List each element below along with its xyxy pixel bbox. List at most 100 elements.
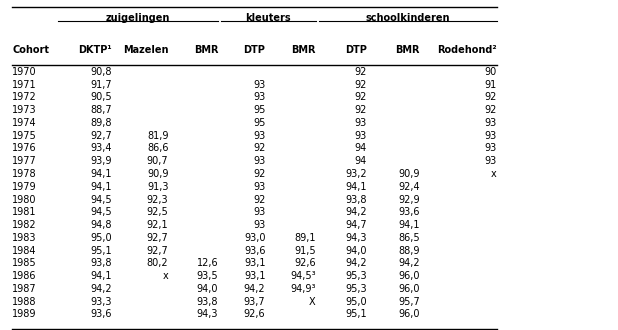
Text: 94,5³: 94,5³ [290, 271, 316, 281]
Text: 94,9³: 94,9³ [290, 284, 316, 294]
Text: 95,7: 95,7 [398, 297, 420, 307]
Text: 93,0: 93,0 [244, 233, 265, 243]
Text: X: X [309, 297, 316, 307]
Text: 93,9: 93,9 [91, 156, 112, 166]
Text: 93: 93 [485, 144, 497, 153]
Text: DTP: DTP [243, 45, 265, 55]
Text: 1973: 1973 [12, 105, 37, 115]
Text: 1972: 1972 [12, 92, 37, 102]
Text: 1984: 1984 [12, 246, 36, 256]
Text: 93,3: 93,3 [91, 297, 112, 307]
Text: 93: 93 [485, 156, 497, 166]
Text: Cohort: Cohort [12, 45, 49, 55]
Text: schoolkinderen: schoolkinderen [365, 13, 450, 23]
Text: 95: 95 [253, 105, 265, 115]
Text: 86,6: 86,6 [147, 144, 169, 153]
Text: 91,5: 91,5 [294, 246, 316, 256]
Text: 93: 93 [354, 118, 366, 128]
Text: 88,7: 88,7 [91, 105, 112, 115]
Text: 91,3: 91,3 [147, 182, 169, 192]
Text: 1988: 1988 [12, 297, 36, 307]
Text: 94,8: 94,8 [91, 220, 112, 230]
Text: 94,2: 94,2 [243, 284, 265, 294]
Text: 90,9: 90,9 [147, 169, 169, 179]
Text: 94,2: 94,2 [345, 258, 366, 268]
Text: 93,5: 93,5 [197, 271, 218, 281]
Text: 1981: 1981 [12, 207, 36, 217]
Text: 94,7: 94,7 [345, 220, 366, 230]
Text: 92: 92 [253, 169, 265, 179]
Text: 94,0: 94,0 [345, 246, 366, 256]
Text: 93: 93 [253, 156, 265, 166]
Text: 92: 92 [354, 92, 366, 102]
Text: 94,3: 94,3 [345, 233, 366, 243]
Text: 94: 94 [354, 156, 366, 166]
Text: x: x [163, 271, 169, 281]
Text: 92,7: 92,7 [146, 233, 169, 243]
Text: 96,0: 96,0 [399, 284, 420, 294]
Text: 93,6: 93,6 [399, 207, 420, 217]
Text: 94,1: 94,1 [399, 220, 420, 230]
Text: 91: 91 [485, 80, 497, 89]
Text: 95,1: 95,1 [91, 246, 112, 256]
Text: 90,9: 90,9 [399, 169, 420, 179]
Text: 1986: 1986 [12, 271, 36, 281]
Text: 95,3: 95,3 [345, 271, 366, 281]
Text: 93: 93 [253, 80, 265, 89]
Text: 89,1: 89,1 [294, 233, 316, 243]
Text: 93: 93 [485, 131, 497, 141]
Text: 92,7: 92,7 [146, 246, 169, 256]
Text: 92: 92 [253, 194, 265, 205]
Text: 92,4: 92,4 [398, 182, 420, 192]
Text: 92: 92 [253, 144, 265, 153]
Text: 1970: 1970 [12, 67, 37, 77]
Text: 95: 95 [253, 118, 265, 128]
Text: 92,6: 92,6 [243, 310, 265, 319]
Text: 95,3: 95,3 [345, 284, 366, 294]
Text: 1974: 1974 [12, 118, 37, 128]
Text: 93,4: 93,4 [91, 144, 112, 153]
Text: 1989: 1989 [12, 310, 36, 319]
Text: 93: 93 [253, 92, 265, 102]
Text: 95,1: 95,1 [345, 310, 366, 319]
Text: 92: 92 [485, 92, 497, 102]
Text: 93,6: 93,6 [244, 246, 265, 256]
Text: BMR: BMR [291, 45, 316, 55]
Text: DKTP¹: DKTP¹ [78, 45, 112, 55]
Text: 92: 92 [354, 80, 366, 89]
Text: 90,8: 90,8 [91, 67, 112, 77]
Text: 88,9: 88,9 [399, 246, 420, 256]
Text: 93: 93 [253, 220, 265, 230]
Text: 94,2: 94,2 [398, 258, 420, 268]
Text: 93: 93 [253, 207, 265, 217]
Text: 80,2: 80,2 [147, 258, 169, 268]
Text: 94,5: 94,5 [91, 194, 112, 205]
Text: Rodehond²: Rodehond² [437, 45, 497, 55]
Text: 96,0: 96,0 [399, 310, 420, 319]
Text: 94,1: 94,1 [91, 271, 112, 281]
Text: 92,6: 92,6 [294, 258, 316, 268]
Text: Mazelen: Mazelen [123, 45, 169, 55]
Text: 89,8: 89,8 [91, 118, 112, 128]
Text: 94,5: 94,5 [91, 207, 112, 217]
Text: 93: 93 [253, 182, 265, 192]
Text: 1971: 1971 [12, 80, 37, 89]
Text: 91,7: 91,7 [91, 80, 112, 89]
Text: 93,7: 93,7 [243, 297, 265, 307]
Text: 94: 94 [354, 144, 366, 153]
Text: BMR: BMR [193, 45, 218, 55]
Text: 1978: 1978 [12, 169, 37, 179]
Text: 1985: 1985 [12, 258, 37, 268]
Text: kleuters: kleuters [245, 13, 291, 23]
Text: 94,0: 94,0 [197, 284, 218, 294]
Text: 93,1: 93,1 [244, 258, 265, 268]
Text: 94,1: 94,1 [345, 182, 366, 192]
Text: 90,7: 90,7 [147, 156, 169, 166]
Text: DTP: DTP [345, 45, 366, 55]
Text: 92,1: 92,1 [147, 220, 169, 230]
Text: 81,9: 81,9 [147, 131, 169, 141]
Text: 93,8: 93,8 [345, 194, 366, 205]
Text: 95,0: 95,0 [91, 233, 112, 243]
Text: 93: 93 [354, 131, 366, 141]
Text: 95,0: 95,0 [345, 297, 366, 307]
